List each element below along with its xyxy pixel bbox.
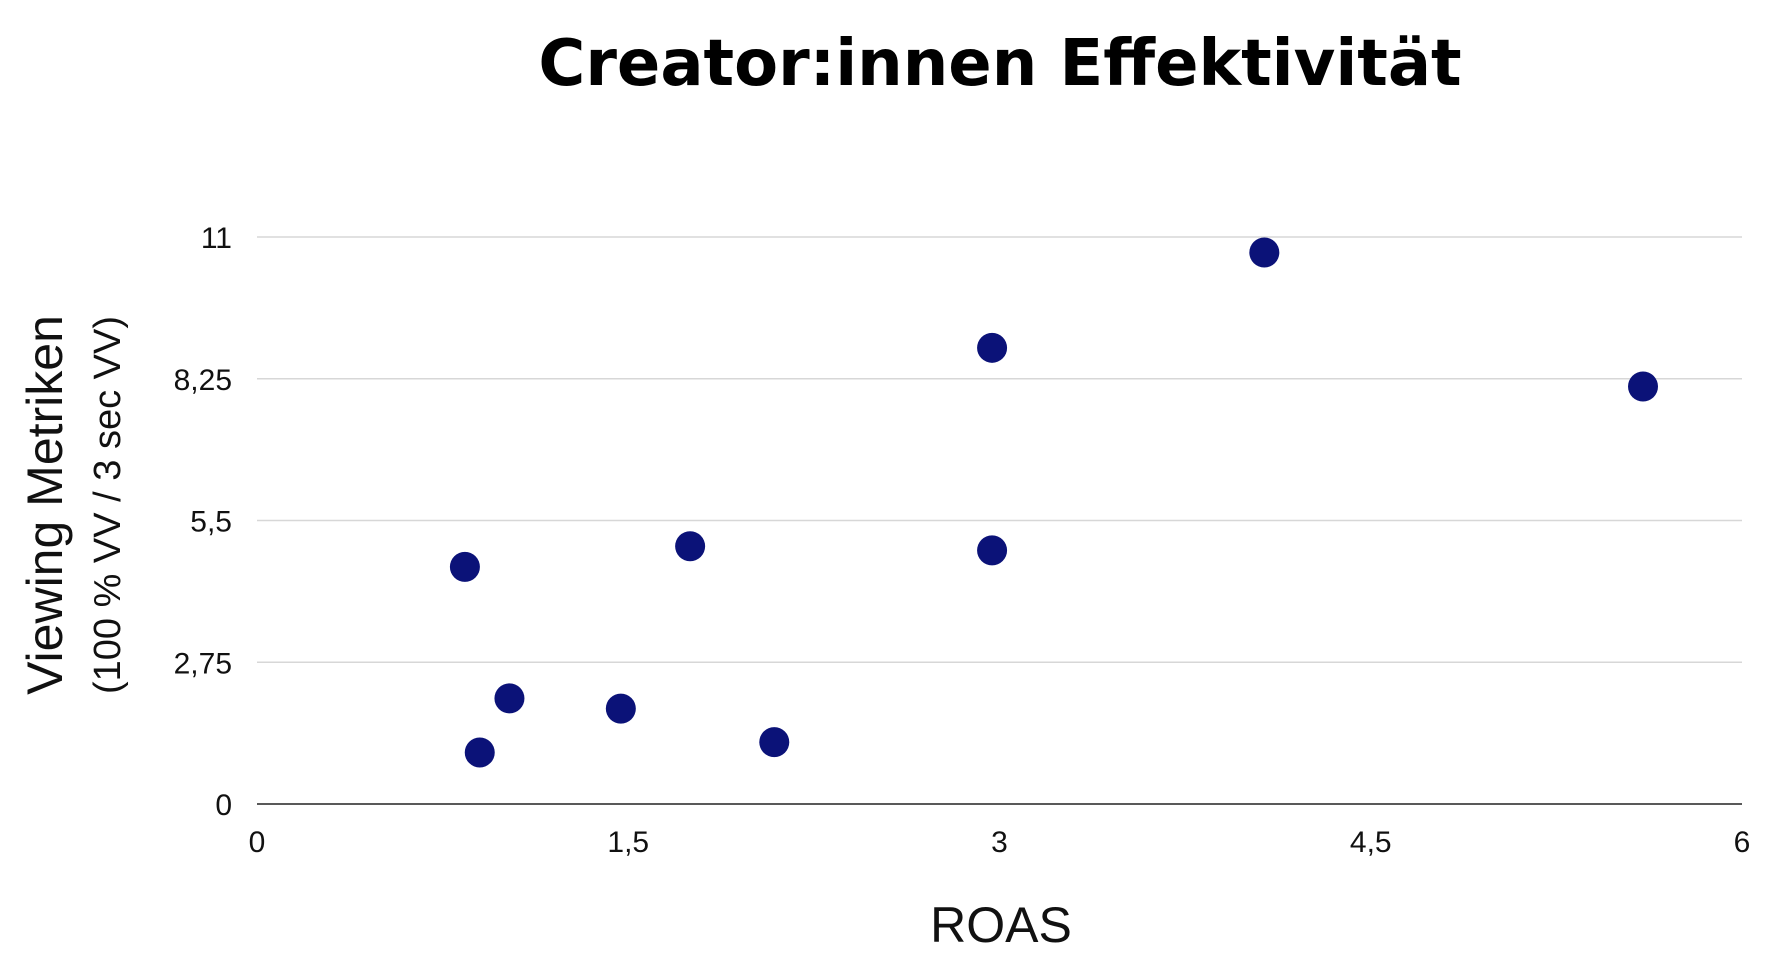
scatter-point: [449, 551, 480, 582]
data-points: [449, 237, 1658, 768]
y-tick-label: 0: [215, 789, 232, 822]
scatter-point: [464, 737, 495, 768]
x-axis-ticks: 0 1,5 3 4,5 6: [249, 826, 1751, 859]
scatter-point: [759, 727, 790, 758]
y-axis-title: Viewing Metriken: [17, 315, 73, 695]
x-tick-label: 4,5: [1350, 826, 1392, 859]
x-tick-label: 3: [991, 826, 1008, 859]
y-tick-label: 2,75: [174, 647, 232, 680]
y-tick-label: 11: [201, 222, 232, 255]
x-tick-label: 1,5: [607, 826, 649, 859]
scatter-point: [977, 535, 1008, 566]
y-axis-ticks: 0 2,75 5,5 8,25 11: [174, 222, 232, 822]
chart-title: Creator:innen Effektivität: [538, 27, 1461, 101]
scatter-point: [675, 531, 706, 562]
y-axis-subtitle: (100 % VV / 3 sec VV): [87, 316, 129, 694]
scatter-point: [605, 693, 636, 724]
x-axis-title: ROAS: [930, 897, 1072, 953]
scatter-point: [494, 683, 525, 714]
y-tick-label: 8,25: [174, 364, 232, 397]
scatter-point: [1249, 237, 1280, 268]
y-tick-label: 5,5: [190, 506, 232, 539]
x-tick-label: 0: [249, 826, 266, 859]
x-tick-label: 6: [1734, 826, 1751, 859]
gridlines: [257, 236, 1742, 805]
scatter-point: [1628, 371, 1658, 402]
scatter-point: [977, 332, 1008, 363]
